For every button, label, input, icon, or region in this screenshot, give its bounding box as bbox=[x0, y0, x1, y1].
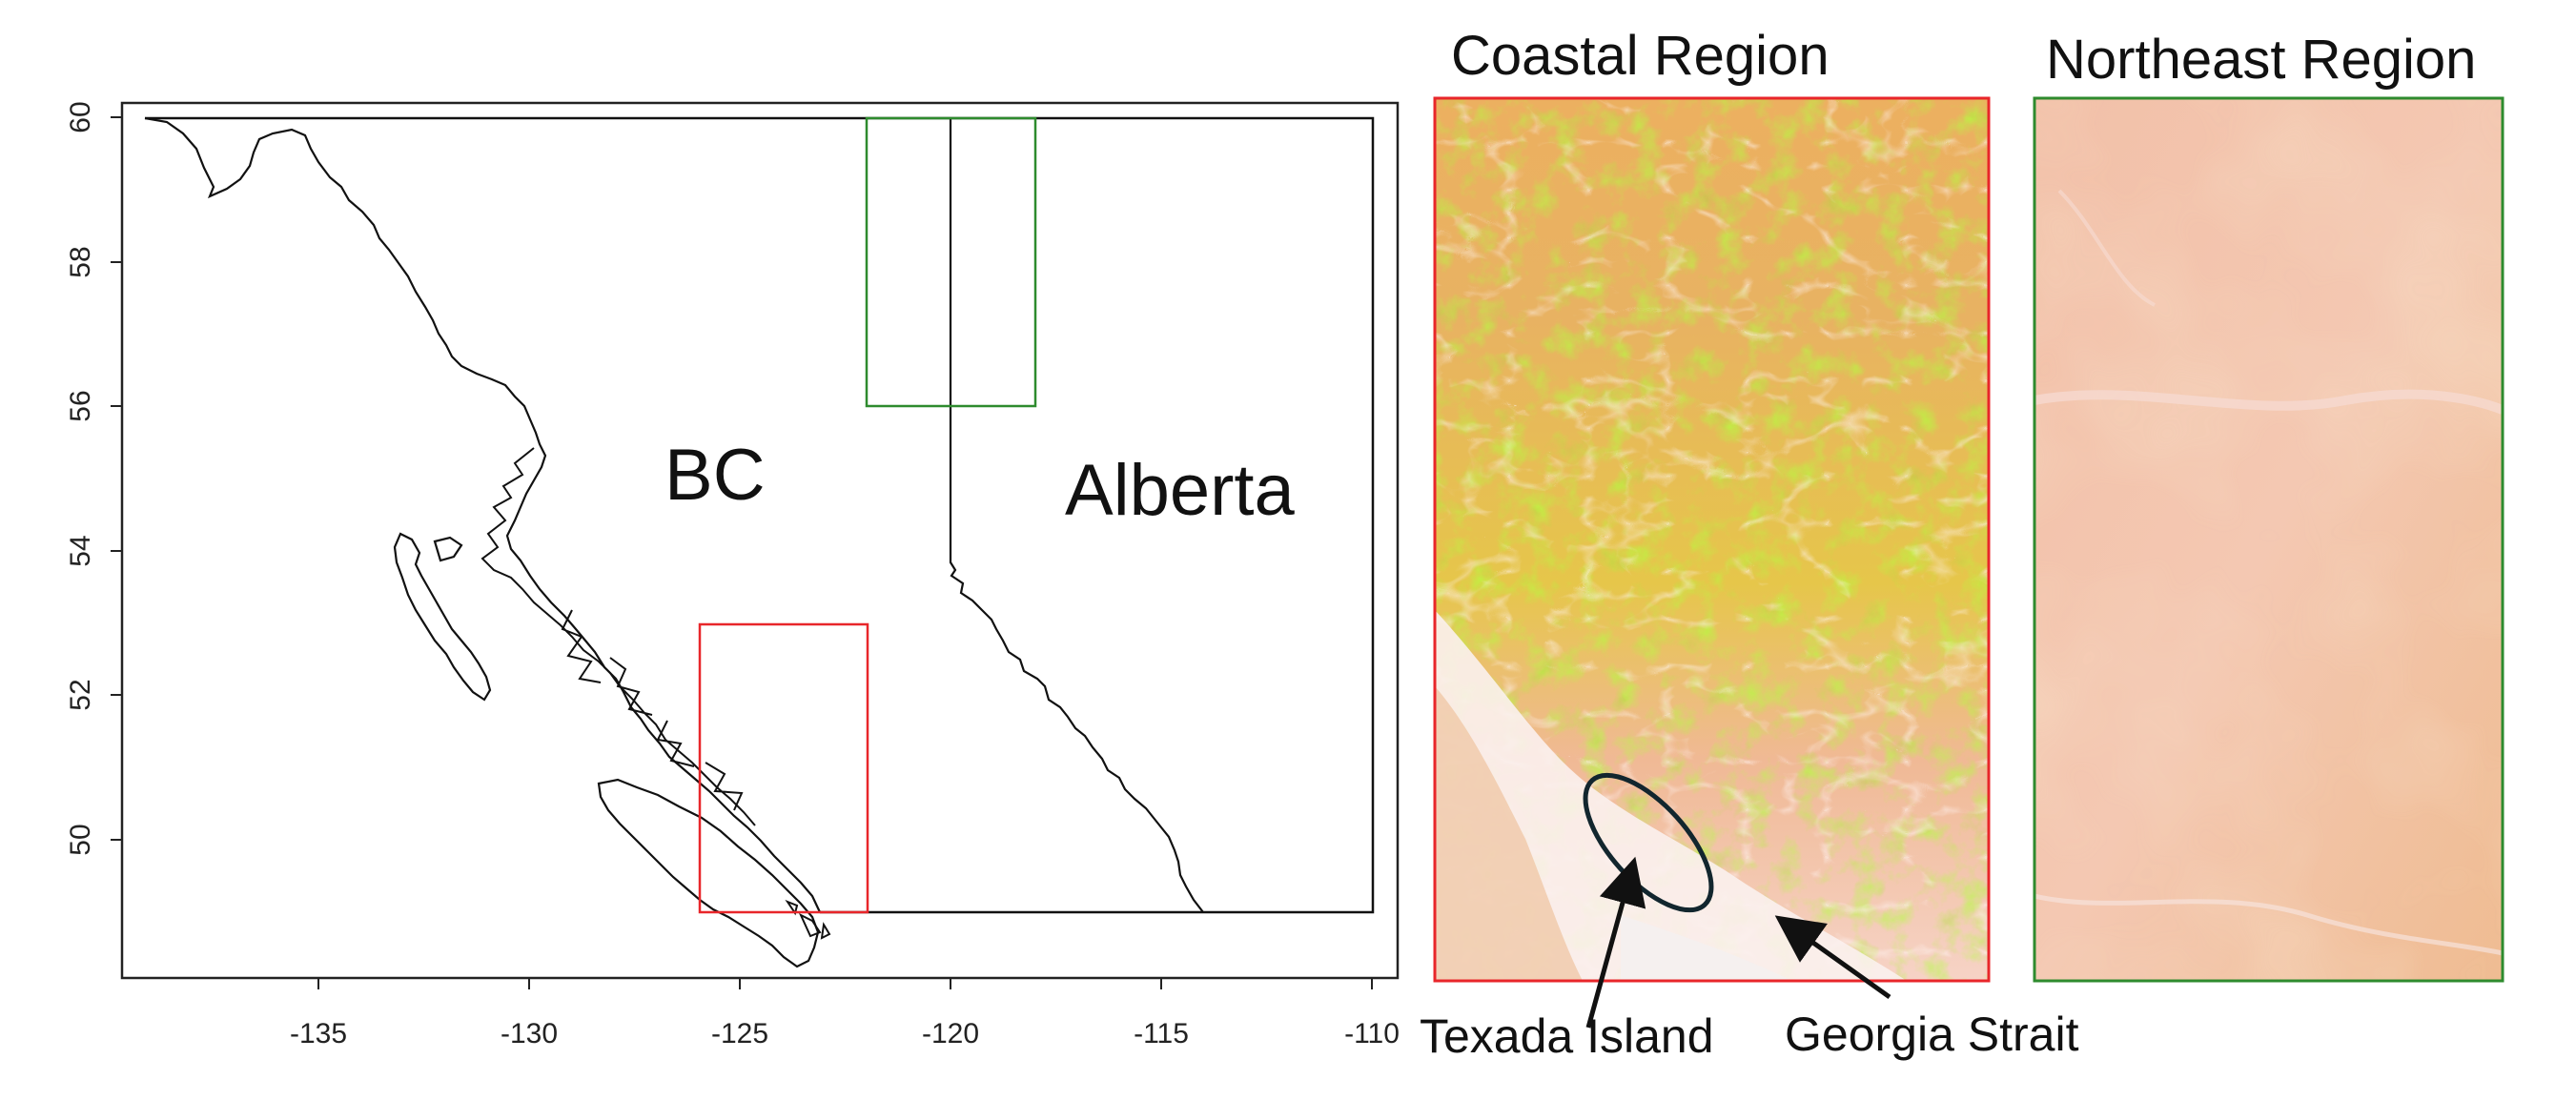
haida-gwaii bbox=[393, 532, 492, 702]
y-tick-labels: 50 52 54 56 58 60 bbox=[65, 101, 96, 855]
x-tick-label: -130 bbox=[501, 1018, 558, 1049]
x-tick-labels: -135 -130 -125 -120 -115 -110 bbox=[290, 1018, 1400, 1049]
map-frame bbox=[120, 101, 1400, 980]
x-tick-label: -110 bbox=[1344, 1018, 1400, 1049]
y-tick-label: 56 bbox=[65, 390, 96, 421]
coastal-inlets bbox=[480, 447, 756, 826]
northeast-region-box bbox=[865, 116, 1037, 408]
georgia-arrow bbox=[1774, 915, 1891, 1000]
y-tick-label: 54 bbox=[65, 535, 96, 566]
x-tick-label: -115 bbox=[1134, 1018, 1189, 1049]
georgia-strait-label: Georgia Strait bbox=[1785, 1008, 2079, 1061]
coastal-panel-title: Coastal Region bbox=[1451, 25, 1830, 87]
y-tick-label: 52 bbox=[65, 679, 96, 710]
northeast-elevation-raster bbox=[2034, 98, 2503, 981]
x-tick-label: -120 bbox=[922, 1018, 979, 1049]
gulf-islands bbox=[785, 899, 831, 940]
texada-island-label: Texada Island bbox=[1420, 1009, 1714, 1063]
y-tick-label: 50 bbox=[65, 824, 96, 855]
bc-label: BC bbox=[664, 435, 766, 516]
northeast-panel-title: Northeast Region bbox=[2046, 29, 2476, 91]
coastal-panel: Coastal Region bbox=[1433, 25, 1991, 1029]
coastal-region-box bbox=[698, 622, 869, 914]
y-axis bbox=[111, 116, 122, 841]
x-axis bbox=[317, 978, 1373, 989]
alberta-border bbox=[951, 116, 1375, 914]
vancouver-island bbox=[597, 778, 820, 968]
y-tick-label: 60 bbox=[65, 101, 96, 132]
coastal-elevation-raster bbox=[1435, 98, 1989, 981]
x-tick-label: -125 bbox=[711, 1018, 768, 1049]
alberta-label: Alberta bbox=[1065, 450, 1296, 531]
bc-coastline bbox=[144, 116, 821, 913]
northeast-panel-border bbox=[2033, 96, 2504, 983]
y-tick-label: 58 bbox=[65, 246, 96, 277]
bc-alberta-boundary bbox=[949, 118, 1204, 913]
map-panel: -135 -130 -125 -120 -115 -110 50 52 54 5… bbox=[65, 101, 1400, 1049]
texada-arrow bbox=[1585, 856, 1646, 1029]
x-tick-label: -135 bbox=[290, 1018, 347, 1049]
northeast-panel: Northeast Region bbox=[2033, 29, 2504, 983]
coastal-panel-border bbox=[1433, 96, 1991, 983]
